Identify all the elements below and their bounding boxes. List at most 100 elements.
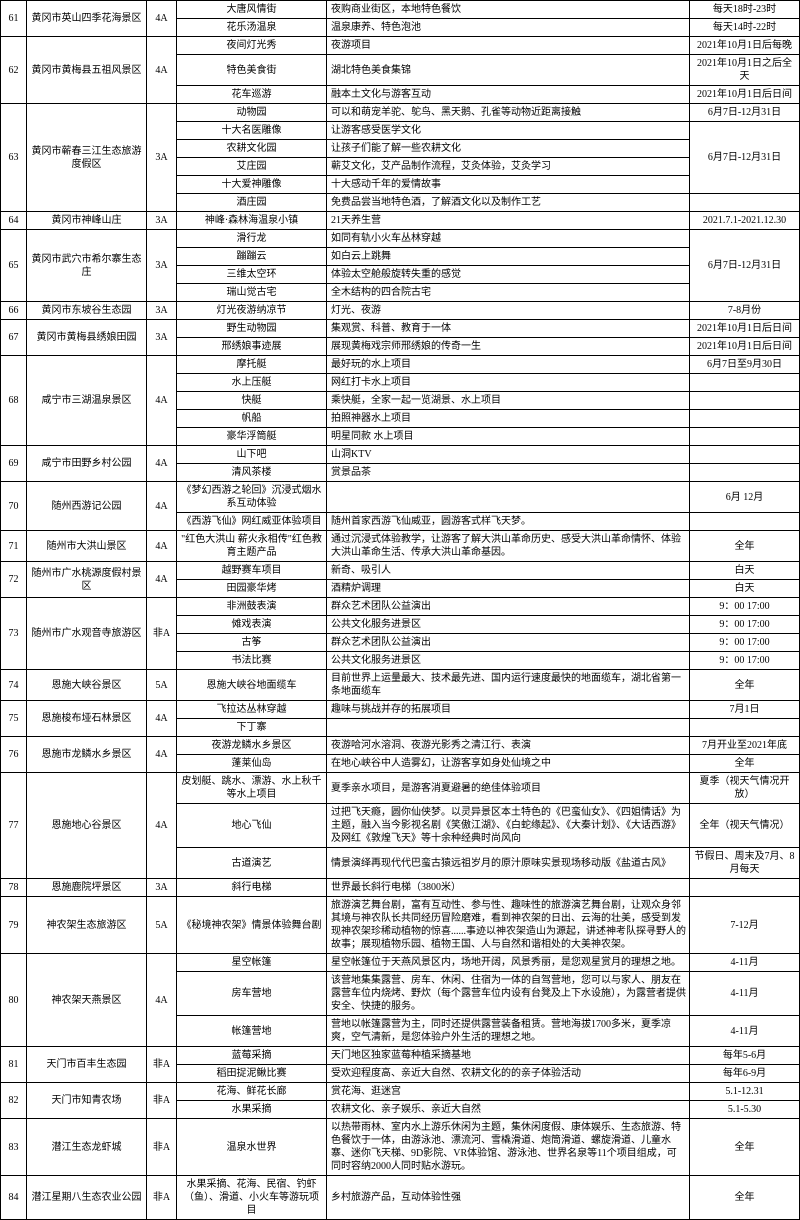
row-index: 81 — [1, 1047, 27, 1083]
activity-time: 全年（视天气情况） — [690, 804, 800, 848]
activity-item: 夜游龙鳞水乡景区 — [177, 737, 327, 755]
activity-desc: 网红打卡水上项目 — [327, 374, 690, 392]
activity-item: "红色大洪山 薪火永相传"红色教育主题产品 — [177, 531, 327, 562]
scenic-name: 恩施市龙鳞水乡景区 — [27, 737, 147, 773]
activity-desc: 目前世界上运量最大、技术最先进、国内运行速度最快的地面缆车，湖北省第一条地面缆车 — [327, 670, 690, 701]
scenic-name: 随州西游记公园 — [27, 482, 147, 531]
activity-desc — [327, 719, 690, 737]
scenic-grade: 非A — [147, 1047, 177, 1083]
activity-item: 地心飞仙 — [177, 804, 327, 848]
activity-desc: 群众艺术团队公益演出 — [327, 598, 690, 616]
activity-item: 蓝莓采摘 — [177, 1047, 327, 1065]
row-index: 68 — [1, 356, 27, 446]
scenic-grade: 非A — [147, 1083, 177, 1119]
activity-item: 十大名医雕像 — [177, 122, 327, 140]
scenic-grade: 3A — [147, 212, 177, 230]
scenic-grade: 4A — [147, 37, 177, 104]
activity-item: 动物园 — [177, 104, 327, 122]
activity-desc: 群众艺术团队公益演出 — [327, 634, 690, 652]
activity-item: 水果采摘、花海、民宿、钓虾（鱼）、滑道、小火车等游玩项目 — [177, 1176, 327, 1220]
scenic-grade: 4A — [147, 531, 177, 562]
activity-item: 豪华浮筒艇 — [177, 428, 327, 446]
row-index: 78 — [1, 879, 27, 897]
activity-desc: 乘快艇，全家一起一览湖景、水上项目 — [327, 392, 690, 410]
activity-item: 夜间灯光秀 — [177, 37, 327, 55]
activity-time: 9：00 17:00 — [690, 652, 800, 670]
activity-time: 6月7日-12月31日 — [690, 104, 800, 122]
activity-desc: 集观赏、科普、教育于一体 — [327, 320, 690, 338]
activity-item: 灯光夜游纳凉节 — [177, 302, 327, 320]
activity-desc: 让游客感受医学文化 — [327, 122, 690, 140]
scenic-grade: 4A — [147, 562, 177, 598]
row-index: 84 — [1, 1176, 27, 1220]
activity-desc: 营地以帐篷露营为主，同时还提供露营装备租赁。营地海拔1700多米，夏季凉爽，空气… — [327, 1016, 690, 1047]
activity-item: 瑞山觉古宅 — [177, 284, 327, 302]
activity-time: 6月 12月 — [690, 482, 800, 513]
row-index: 66 — [1, 302, 27, 320]
scenic-name: 随州市广水桃源度假村景区 — [27, 562, 147, 598]
activity-item: 恩施大峡谷地面缆车 — [177, 670, 327, 701]
activity-time: 9：00 17:00 — [690, 616, 800, 634]
activity-desc: 展现黄梅戏宗师邢绣娘的传奇一生 — [327, 338, 690, 356]
scenic-name: 黄冈市东坡谷生态园 — [27, 302, 147, 320]
activity-desc: 夜游项目 — [327, 37, 690, 55]
activity-item: 飞拉达丛林穿越 — [177, 701, 327, 719]
activity-item: 水果采摘 — [177, 1101, 327, 1119]
activity-desc: 夏季亲水项目，是游客消夏避暑的绝佳体验项目 — [327, 773, 690, 804]
activity-desc: 如同有轨小火车丛林穿越 — [327, 230, 690, 248]
activity-time: 全年 — [690, 1119, 800, 1176]
activity-item: 越野赛车项目 — [177, 562, 327, 580]
activity-time: 2021年10月1日之后全天 — [690, 55, 800, 86]
scenic-grade: 非A — [147, 1119, 177, 1176]
activity-desc: 天门地区独家蓝莓种植采摘基地 — [327, 1047, 690, 1065]
activity-desc: 21天养生营 — [327, 212, 690, 230]
scenic-grade: 3A — [147, 879, 177, 897]
activity-desc: 赏花海、逛迷宫 — [327, 1083, 690, 1101]
activity-time: 2021.7.1-2021.12.30 — [690, 212, 800, 230]
activity-time: 夏季（视天气情况开放） — [690, 773, 800, 804]
activity-time — [690, 446, 800, 464]
activity-item: 大唐风情街 — [177, 1, 327, 19]
activity-desc: 乡村旅游产品，互动体验性强 — [327, 1176, 690, 1220]
activity-desc: 融本土文化与游客互动 — [327, 86, 690, 104]
scenic-grade: 3A — [147, 320, 177, 356]
activity-desc: 温泉康养、特色泡池 — [327, 19, 690, 37]
activity-time: 每年5-6月 — [690, 1047, 800, 1065]
activity-item: 下丁寨 — [177, 719, 327, 737]
row-index: 83 — [1, 1119, 27, 1176]
scenic-name: 天门市百丰生态园 — [27, 1047, 147, 1083]
activity-item: 斜行电梯 — [177, 879, 327, 897]
scenic-name: 咸宁市田野乡村公园 — [27, 446, 147, 482]
activity-time: 9：00 17:00 — [690, 598, 800, 616]
activity-desc: 十大感动千年的爱情故事 — [327, 176, 690, 194]
activity-desc: 随州首家西游飞仙威亚，圆游客式样飞天梦。 — [327, 513, 690, 531]
activity-time: 2021年10月1日后日间 — [690, 320, 800, 338]
scenic-grade: 3A — [147, 230, 177, 302]
activity-item: 蓬莱仙岛 — [177, 755, 327, 773]
scenic-grade: 3A — [147, 104, 177, 212]
activity-time: 2021年10月1日后每晚 — [690, 37, 800, 55]
activity-time: 7月1日 — [690, 701, 800, 719]
row-index: 62 — [1, 37, 27, 104]
activity-desc: 新奇、吸引人 — [327, 562, 690, 580]
activity-item: 山下吧 — [177, 446, 327, 464]
scenic-grade: 4A — [147, 773, 177, 879]
activity-item: 三维太空环 — [177, 266, 327, 284]
activity-time: 全年 — [690, 755, 800, 773]
activity-item: 清风茶楼 — [177, 464, 327, 482]
activity-desc: 受欢迎程度高、亲近大自然、农耕文化的的亲子体验活动 — [327, 1065, 690, 1083]
activity-time: 全年 — [690, 531, 800, 562]
activity-item: 古筝 — [177, 634, 327, 652]
row-index: 79 — [1, 897, 27, 954]
row-index: 70 — [1, 482, 27, 531]
scenic-name: 潜江星期八生态农业公园 — [27, 1176, 147, 1220]
activity-desc: 在地心峡谷中人造雾幻，让游客享如身处仙境之中 — [327, 755, 690, 773]
activity-desc: 公共文化服务进景区 — [327, 652, 690, 670]
scenic-name: 神农架天燕景区 — [27, 954, 147, 1047]
activity-desc: 免费品尝当地特色酒，了解酒文化以及制作工艺 — [327, 194, 690, 212]
row-index: 74 — [1, 670, 27, 701]
row-index: 67 — [1, 320, 27, 356]
scenic-name: 恩施大峡谷景区 — [27, 670, 147, 701]
activity-item: 花车巡游 — [177, 86, 327, 104]
activity-desc: 体验太空舱般旋转失重的感觉 — [327, 266, 690, 284]
